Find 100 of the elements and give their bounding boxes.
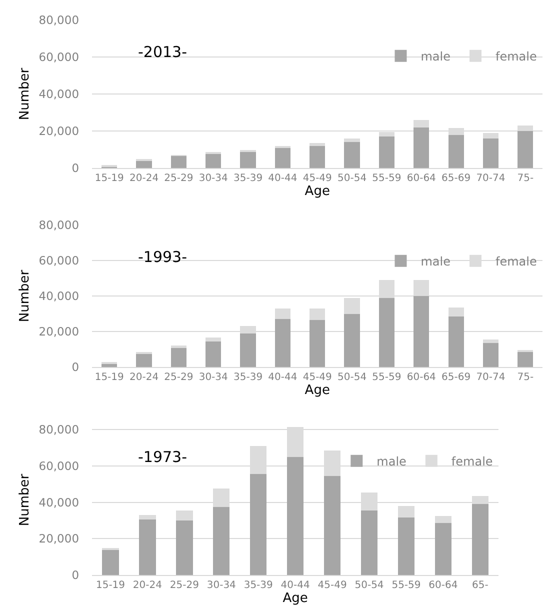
x-tick-label: 35-39: [244, 580, 273, 591]
bar: [170, 156, 186, 168]
bar: [518, 131, 534, 168]
x-tick-label: 45-49: [302, 372, 332, 383]
bar: [240, 333, 256, 367]
bar: [310, 143, 326, 146]
text: -1973-: [138, 448, 187, 466]
bar: [448, 135, 464, 168]
bar: [170, 347, 186, 367]
bar: [448, 308, 464, 316]
bar: [274, 308, 291, 320]
y-tick-label: 80,000: [38, 218, 80, 232]
y-axis-title: Number: [18, 473, 33, 526]
bar: [206, 153, 222, 168]
bar: [482, 339, 499, 344]
y-tick-label: 0: [72, 360, 80, 374]
bar: [448, 316, 464, 367]
bar: [518, 352, 534, 367]
x-tick-label: 70-74: [476, 173, 506, 184]
x-axis-title: Age: [282, 591, 308, 606]
bar: [139, 515, 156, 520]
bar: [176, 510, 193, 520]
y-tick-label: 0: [72, 568, 80, 582]
bar: [482, 138, 499, 168]
y-axis-title: Number: [18, 269, 33, 322]
x-tick-label: 70-74: [476, 372, 506, 383]
x-tick-label: 25-29: [164, 372, 194, 383]
bar: [240, 152, 256, 168]
y-tick-label: 20,000: [38, 532, 80, 546]
x-tick-label: 55-59: [372, 173, 402, 184]
x-tick-label: 15-19: [96, 580, 126, 591]
bar: [310, 308, 326, 320]
x-tick-label: 50-54: [338, 173, 367, 184]
y-tick-label: 80,000: [38, 422, 80, 437]
bar: [139, 520, 156, 575]
bar: [344, 314, 360, 367]
x-tick-label: 50-54: [354, 580, 384, 591]
bar: [360, 510, 378, 575]
x-tick-label: 65-69: [442, 173, 471, 184]
bar: [472, 504, 488, 575]
bar: [310, 146, 326, 168]
bar: [378, 298, 395, 367]
bar: [324, 476, 341, 575]
bar: [414, 296, 430, 367]
y-tick-label: 0: [72, 161, 80, 176]
bar: [136, 160, 152, 168]
x-tick-label: 20-24: [132, 580, 162, 591]
bar: [378, 136, 395, 168]
bar: [482, 343, 499, 367]
x-tick-label: 25-29: [170, 580, 199, 591]
x-axis-title: Age: [304, 184, 330, 199]
x-tick-label: 45-49: [302, 173, 332, 184]
legend-label: male: [420, 49, 450, 64]
y-tick-label: 20,000: [38, 124, 80, 138]
x-tick-label: 35-39: [234, 173, 263, 184]
x-tick-label: 75-: [517, 173, 534, 184]
bar: [102, 550, 119, 575]
bar: [344, 138, 360, 142]
text: -1993-: [138, 248, 187, 266]
bar: [250, 474, 267, 575]
x-tick-label: 60-64: [428, 580, 458, 591]
x-tick-label: 20-24: [129, 173, 159, 184]
legend-label: male: [376, 454, 406, 468]
x-tick-label: 60-64: [406, 372, 436, 383]
x-tick-label: 40-44: [268, 173, 298, 184]
x-tick-label: 30-34: [206, 580, 236, 591]
x-tick-label: 40-44: [268, 372, 298, 383]
y-tick-label: 40,000: [38, 87, 80, 102]
x-tick-label: 75-: [517, 372, 534, 383]
x-tick-label: 60-64: [406, 173, 436, 184]
y-tick-label: 80,000: [38, 13, 80, 28]
bar: [206, 338, 222, 342]
x-tick-label: 50-54: [338, 372, 367, 383]
x-tick-label: 15-19: [94, 372, 124, 383]
bar: [434, 523, 452, 575]
x-axis-title: Age: [304, 383, 330, 398]
legend-label: male: [420, 254, 450, 268]
x-tick-label: 30-34: [198, 173, 228, 184]
x-tick-label: 45-49: [318, 580, 347, 591]
bar: [434, 516, 452, 524]
y-tick-label: 20,000: [38, 324, 80, 339]
bar: [274, 148, 291, 168]
y-tick-label: 60,000: [38, 254, 80, 268]
bar: [206, 341, 222, 367]
bar: [310, 320, 326, 367]
y-tick-label: 40,000: [38, 289, 80, 304]
x-tick-label: 65-69: [442, 372, 471, 383]
x-tick-label: 55-59: [392, 580, 421, 591]
y-tick-label: 40,000: [38, 495, 80, 510]
bar: [274, 319, 291, 367]
bar: [136, 354, 152, 367]
text: -2013-: [138, 43, 187, 61]
x-tick-label: 20-24: [129, 372, 159, 383]
bar: [414, 128, 430, 168]
bar: [398, 518, 415, 575]
bar: [398, 506, 415, 518]
bar: [287, 456, 304, 575]
bar: [414, 120, 430, 128]
x-tick-label: 15-19: [94, 173, 124, 184]
y-tick-label: 60,000: [38, 50, 80, 64]
